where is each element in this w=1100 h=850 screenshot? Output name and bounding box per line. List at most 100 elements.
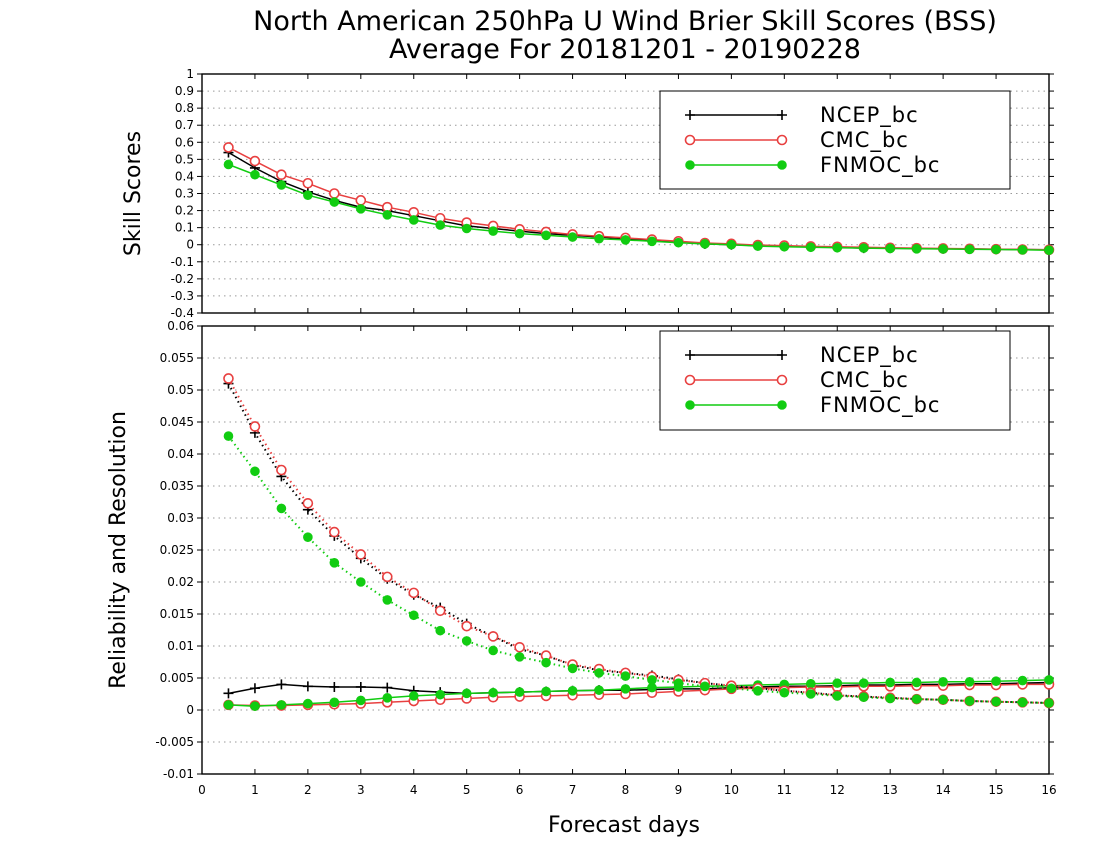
- y-tick-label: 0.8: [175, 101, 194, 115]
- data-point: [461, 620, 472, 632]
- data-point: [594, 233, 604, 244]
- data-point: [620, 235, 631, 245]
- data-point: [567, 232, 578, 242]
- data-point: [356, 204, 366, 214]
- data-point: [487, 631, 499, 642]
- data-point: [329, 681, 340, 692]
- legend-marker: [776, 134, 788, 146]
- y-tick-label: 0.3: [175, 187, 194, 201]
- data-point: [594, 685, 604, 695]
- data-point: [620, 684, 631, 694]
- data-point: [885, 243, 895, 254]
- data-point: [832, 678, 843, 688]
- x-tick-label: 13: [883, 783, 898, 797]
- x-tick-label: 0: [198, 783, 206, 797]
- y-tick-label: 0.025: [160, 543, 194, 557]
- series-line: [227, 383, 1050, 704]
- data-point: [594, 668, 604, 678]
- data-point: [355, 549, 367, 560]
- legend-label: NCEP_bc: [820, 103, 919, 128]
- data-point: [832, 691, 843, 701]
- x-tick-label: 11: [777, 783, 792, 797]
- data-point: [302, 681, 313, 692]
- y-tick-label: -0.3: [171, 289, 194, 303]
- reliability-y-axis-label: Reliability and Resolution: [106, 411, 131, 689]
- data-point: [382, 693, 393, 703]
- data-point: [858, 692, 869, 703]
- data-point: [700, 239, 710, 249]
- data-point: [514, 652, 525, 662]
- data-point: [805, 689, 816, 699]
- y-tick-label: 0.015: [160, 607, 194, 621]
- data-point: [885, 693, 895, 704]
- legend-marker: [777, 110, 787, 120]
- data-point: [673, 678, 684, 688]
- data-point: [302, 497, 314, 509]
- data-point: [382, 210, 393, 220]
- y-tick-label: 0: [186, 703, 194, 717]
- data-point: [779, 241, 790, 252]
- data-point: [249, 683, 260, 694]
- y-tick-label: 0.045: [160, 415, 194, 429]
- legend-label: FNMOC_bc: [820, 153, 940, 178]
- data-point: [302, 177, 314, 189]
- y-tick-label: -0.2: [171, 272, 194, 286]
- data-point: [276, 679, 287, 690]
- data-point: [250, 169, 260, 180]
- skill-score-panel: Skill Scores -0.4 -0.3 -0.2 -0.1 0 0.1 0.2 0.3 0…: [121, 67, 1055, 320]
- y-tick-label: 0.7: [175, 118, 194, 132]
- x-tick-label: 16: [1041, 783, 1056, 797]
- data-point: [541, 686, 551, 697]
- x-axis-label: Forecast days: [548, 813, 700, 838]
- y-tick-label: 0.4: [175, 169, 194, 183]
- legend-label: FNMOC_bc: [820, 393, 940, 418]
- data-point: [303, 532, 313, 543]
- data-point: [541, 230, 551, 241]
- data-point: [753, 241, 763, 251]
- data-point: [329, 557, 340, 568]
- data-point: [1017, 245, 1028, 255]
- legend-entry: NCEP_bc: [685, 343, 918, 368]
- plot-frame: [201, 73, 1050, 314]
- y-tick-label: 0: [186, 238, 194, 252]
- data-point: [276, 503, 287, 514]
- data-point: [329, 697, 340, 708]
- y-tick-label: 0.05: [167, 383, 194, 397]
- data-point: [779, 687, 790, 698]
- reliability-resolution-panel: Reliability and Resolution -0.01 -0.005 0 0…: [106, 319, 1057, 797]
- data-point: [250, 466, 260, 477]
- data-point: [303, 190, 313, 201]
- legend-marker: [685, 350, 695, 360]
- data-point: [647, 675, 657, 685]
- data-point: [567, 685, 578, 696]
- data-point: [355, 195, 367, 206]
- legend-label: CMC_bc: [820, 368, 909, 393]
- data-point: [938, 694, 948, 705]
- chart-title-line1: North American 250hPa U Wind Brier Skill…: [253, 6, 997, 37]
- data-point: [355, 681, 366, 692]
- y-tick-label: 0.03: [167, 511, 194, 525]
- y-tick-label: 0.035: [160, 479, 194, 493]
- data-point: [805, 242, 816, 253]
- data-point: [488, 687, 498, 698]
- data-point: [541, 657, 551, 668]
- data-point: [329, 526, 340, 538]
- y-tick-label: 0.055: [160, 351, 194, 365]
- data-point: [964, 677, 975, 687]
- data-point: [303, 698, 313, 709]
- y-tick-label: 1: [186, 67, 194, 81]
- data-point: [964, 696, 975, 706]
- data-point: [223, 700, 234, 710]
- data-point: [435, 220, 446, 230]
- data-point: [382, 595, 393, 605]
- legend-marker: [777, 350, 787, 360]
- data-point: [858, 243, 869, 253]
- y-tick-label: 0.6: [175, 135, 194, 149]
- series-fnmoc-bc: [223, 431, 1054, 708]
- data-point: [250, 701, 260, 711]
- data-point: [408, 215, 419, 225]
- data-point: [858, 678, 869, 688]
- data-point: [435, 689, 446, 700]
